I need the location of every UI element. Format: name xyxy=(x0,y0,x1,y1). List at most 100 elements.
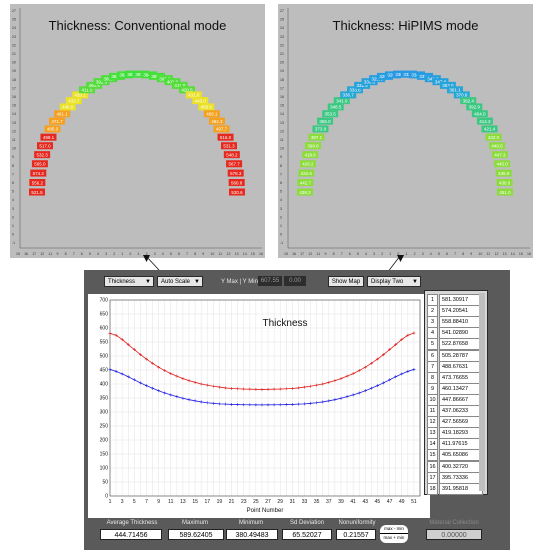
thickness-cell-label: 341.0 xyxy=(336,98,348,103)
thickness-cell xyxy=(384,71,401,79)
x-tick-label: 43 xyxy=(363,499,369,505)
series-1-point xyxy=(144,384,148,388)
axis-x-tick: 3 xyxy=(422,252,424,256)
thickness-cell xyxy=(59,103,76,111)
thickness-cell xyxy=(347,86,363,94)
series-0-point xyxy=(290,386,294,390)
show-map-button[interactable]: Show Map xyxy=(328,276,364,287)
axis-x-tick: 8 xyxy=(333,252,335,256)
thickness-cell xyxy=(192,97,209,105)
x-tick-label: 31 xyxy=(290,499,296,505)
ymax-input[interactable]: 607.55 xyxy=(258,276,282,286)
axis-y-tick: 10 xyxy=(280,147,284,151)
series-0-point xyxy=(260,387,264,391)
thickness-cell xyxy=(299,160,316,168)
axis-y-tick: 24 xyxy=(280,26,284,30)
display-select[interactable]: Display Two ▼ xyxy=(367,276,421,287)
quantity-select[interactable]: Thickness ▼ xyxy=(104,276,154,287)
x-tick-label: 27 xyxy=(265,499,271,505)
series-0-point xyxy=(254,387,258,391)
thickness-cell xyxy=(228,179,245,187)
thickness-cell xyxy=(179,86,195,94)
thickness-cell xyxy=(31,160,48,168)
ymin-input[interactable]: 0.00 xyxy=(284,276,306,286)
axis-x-tick: 12 xyxy=(308,252,312,256)
thickness-cell-label: 331.4 xyxy=(356,83,368,88)
thickness-cell xyxy=(226,160,243,168)
series-0-point xyxy=(211,384,215,388)
axis-x-tick: 11 xyxy=(48,252,52,256)
x-tick-label: 13 xyxy=(180,499,186,505)
table-scrollbar[interactable] xyxy=(479,293,485,491)
series-0-point xyxy=(151,361,155,365)
axis-y-tick: 20 xyxy=(280,61,284,65)
axis-x-tick: 15 xyxy=(284,252,288,256)
thickness-cell-label: 531.3 xyxy=(223,144,235,149)
hipims-map-canvas: 2725242322212019181716151413121110987654… xyxy=(280,8,531,256)
thickness-cell-label: 433.7 xyxy=(68,98,80,103)
nonuniformity-label: Nonuniformity xyxy=(338,520,376,526)
series-1-point xyxy=(175,395,179,399)
axis-y-tick: 18 xyxy=(12,78,16,82)
axis-y-tick: 18 xyxy=(280,78,284,82)
axis-x-tick: 4 xyxy=(162,252,164,256)
sd-deviation-value: 65.52027 xyxy=(282,529,332,540)
y-tick-label: 200 xyxy=(100,438,109,444)
series-0-point xyxy=(357,369,361,373)
series-0-point xyxy=(327,380,331,384)
axis-y-tick: 12 xyxy=(12,129,16,133)
conventional-map-canvas: 2725242322212019181716151413121110987654… xyxy=(12,8,263,256)
x-tick-label: 47 xyxy=(387,499,393,505)
hipims-map-title: Thickness: HiPIMS mode xyxy=(332,18,479,33)
thickness-cell xyxy=(208,117,225,125)
axis-x-tick: 4 xyxy=(430,252,432,256)
series-1-point xyxy=(236,403,240,407)
connector-arrow-left xyxy=(143,255,150,262)
thickness-cell-label: 497.7 xyxy=(216,127,228,132)
thickness-cell-label: 404.0 xyxy=(474,112,486,117)
series-1-point xyxy=(193,399,197,403)
series-1-point xyxy=(309,401,313,405)
thickness-cell xyxy=(312,125,329,133)
thickness-cell-label: 400.9 xyxy=(88,83,100,88)
chart-title: Thickness xyxy=(262,318,307,329)
thickness-cell-label: 567.7 xyxy=(228,162,240,167)
series-1-point xyxy=(151,386,155,390)
axis-y-tick: 21 xyxy=(280,52,284,56)
axis-x-tick: 1 xyxy=(138,252,140,256)
thickness-cell xyxy=(453,91,470,99)
series-1-point xyxy=(169,393,173,397)
axis-x-tick: 5 xyxy=(170,252,172,256)
thickness-cell xyxy=(116,71,133,79)
thickness-cell xyxy=(79,86,95,94)
scale-select[interactable]: Auto Scale ▼ xyxy=(157,276,203,287)
thickness-cell-label: 556.2 xyxy=(32,180,44,185)
series-0-point xyxy=(309,384,313,388)
minimum-label: Minimum xyxy=(238,520,264,526)
thickness-cell xyxy=(124,70,141,78)
series-1-point xyxy=(205,401,209,405)
x-tick-label: 17 xyxy=(204,499,210,505)
axis-x-tick: 9 xyxy=(325,252,327,256)
series-1-point xyxy=(217,402,221,406)
thickness-cell xyxy=(333,97,350,105)
axis-x-tick: 13 xyxy=(503,252,507,256)
thickness-cell-label: 461.1 xyxy=(57,112,69,117)
thickness-cell-label: 428.2 xyxy=(302,162,314,167)
thickness-cell xyxy=(54,110,71,118)
thickness-cell xyxy=(481,125,498,133)
thickness-cell xyxy=(72,91,89,99)
series-0-point xyxy=(388,348,392,352)
axis-x-tick: 16 xyxy=(259,252,263,256)
axis-y-tick: 4 xyxy=(280,198,282,202)
series-0-point xyxy=(126,343,130,347)
thickness-cell xyxy=(447,86,463,94)
series-0-point xyxy=(345,374,349,378)
axis-x-tick: 12 xyxy=(227,252,231,256)
x-tick-label: 11 xyxy=(168,499,173,505)
thickness-cell-label: 517.0 xyxy=(39,144,51,149)
axis-x-tick: 17 xyxy=(300,252,304,256)
axis-x-tick: 9 xyxy=(57,252,59,256)
series-1-point xyxy=(333,398,337,402)
thickness-cell-label: 421.4 xyxy=(484,127,496,132)
